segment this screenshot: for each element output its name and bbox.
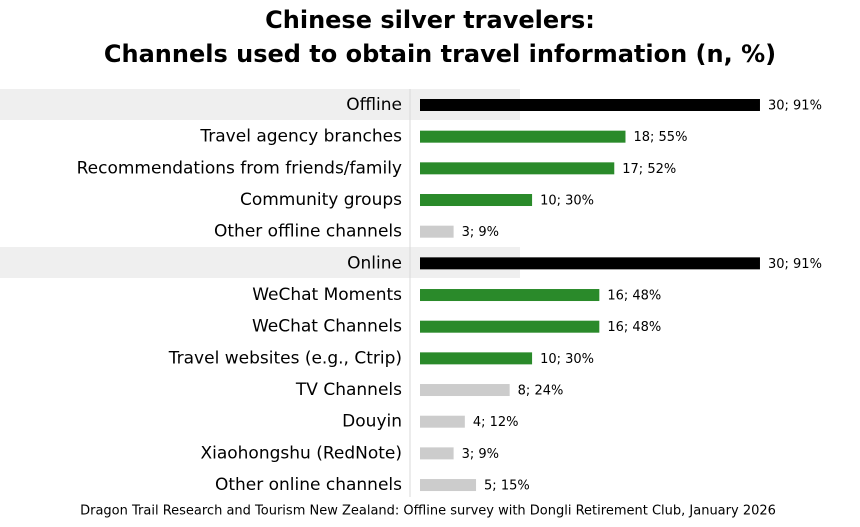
value-label: 3; 9% xyxy=(462,447,499,462)
category-label: Other offline channels xyxy=(214,222,402,242)
value-label: 16; 48% xyxy=(607,289,661,304)
category-label: TV Channels xyxy=(295,380,402,400)
bar xyxy=(420,384,510,397)
category-label: Travel websites (e.g., Ctrip) xyxy=(168,348,402,368)
value-label: 17; 52% xyxy=(622,162,676,177)
category-label: WeChat Channels xyxy=(252,317,402,337)
bar xyxy=(420,225,454,238)
bar xyxy=(420,257,760,270)
category-label: Recommendations from friends/family xyxy=(77,158,402,178)
value-label: 5; 15% xyxy=(484,479,530,494)
category-label: Other online channels xyxy=(215,475,402,495)
bar xyxy=(420,479,477,492)
category-label: Douyin xyxy=(342,412,402,432)
value-label: 16; 48% xyxy=(607,320,661,335)
category-label: Offline xyxy=(346,95,402,115)
value-label: 18; 55% xyxy=(633,130,687,145)
category-label: Community groups xyxy=(240,190,402,210)
bar xyxy=(420,289,600,302)
value-label: 10; 30% xyxy=(540,352,594,367)
bar xyxy=(420,415,465,428)
category-label: Online xyxy=(347,253,402,273)
chart-title: Channels used to obtain travel informati… xyxy=(104,40,776,68)
source-note: Dragon Trail Research and Tourism New Ze… xyxy=(80,504,776,519)
chart-title: Chinese silver travelers: xyxy=(265,6,595,34)
bar xyxy=(420,130,626,143)
bar xyxy=(420,99,760,111)
bar xyxy=(420,320,600,333)
value-label: 4; 12% xyxy=(473,415,519,430)
bar xyxy=(420,447,454,460)
category-label: WeChat Moments xyxy=(252,285,402,305)
bar xyxy=(420,352,533,365)
category-label: Xiaohongshu (RedNote) xyxy=(200,443,402,463)
value-label: 8; 24% xyxy=(518,384,564,399)
bar xyxy=(420,194,533,207)
bar xyxy=(420,162,615,175)
value-label: 3; 9% xyxy=(462,225,499,240)
value-label: 10; 30% xyxy=(540,194,594,209)
category-label: Travel agency branches xyxy=(199,127,402,147)
value-label: 30; 91% xyxy=(768,257,822,272)
value-label: 30; 91% xyxy=(768,99,822,114)
